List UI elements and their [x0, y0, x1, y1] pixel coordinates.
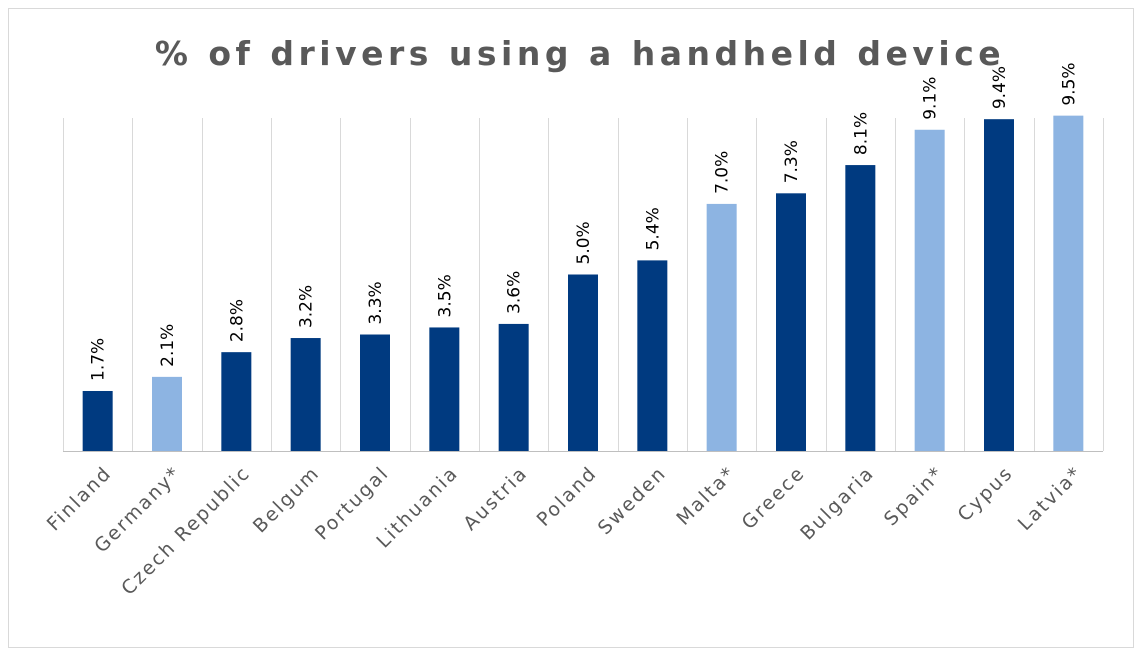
bar — [914, 129, 945, 451]
bar — [82, 390, 113, 451]
bar — [568, 274, 598, 451]
data-label: 8.1% — [851, 112, 871, 155]
bar — [1053, 115, 1084, 452]
x-tick-label: Malta* — [672, 462, 740, 530]
bar — [429, 327, 460, 451]
data-label: 9.1% — [921, 77, 941, 120]
chart-title: % of drivers using a handheld device — [154, 34, 1006, 73]
x-tick-label: Austria — [459, 462, 532, 535]
bar — [290, 338, 321, 451]
data-label: 7.3% — [782, 140, 802, 183]
data-label: 2.1% — [158, 324, 178, 367]
x-tick-label: Cypus — [954, 462, 1018, 526]
data-label: 7.0% — [713, 151, 733, 194]
data-label: 3.2% — [297, 285, 317, 328]
data-label: 3.6% — [505, 271, 525, 314]
bar — [984, 119, 1014, 452]
bar — [221, 352, 252, 451]
x-tick-label: Czech Republic — [117, 462, 255, 600]
data-label: 1.7% — [89, 338, 109, 381]
data-label: 3.3% — [366, 281, 386, 324]
bar — [776, 193, 806, 451]
x-tick-label: Spain* — [880, 462, 948, 530]
x-tick-label: Sweden — [594, 462, 671, 539]
data-labels: 1.7% 2.1% 2.8% 3.2% 3.3% 3.5% 3.6% 5.0% 5.4% 7.0%… — [89, 62, 1080, 381]
data-label: 5.4% — [643, 207, 663, 250]
x-tick-label: Bulgaria — [796, 462, 879, 545]
data-label: 3.5% — [435, 274, 455, 317]
x-tick-label: Poland — [533, 462, 602, 531]
x-tick-label: Latvia* — [1014, 462, 1087, 535]
data-label: 2.8% — [227, 299, 247, 342]
bar — [498, 323, 529, 451]
bar — [706, 203, 737, 451]
gridlines — [63, 118, 1104, 451]
x-tick-label: Greece — [738, 462, 810, 534]
bar — [637, 260, 668, 451]
bars — [82, 115, 1084, 452]
data-label: 9.5% — [1059, 62, 1079, 105]
bar — [152, 376, 182, 451]
data-label: 9.4% — [990, 66, 1010, 109]
x-tick-label: Finland — [43, 462, 116, 535]
data-label: 5.0% — [574, 221, 594, 264]
bar — [845, 165, 876, 451]
bar — [360, 334, 390, 451]
